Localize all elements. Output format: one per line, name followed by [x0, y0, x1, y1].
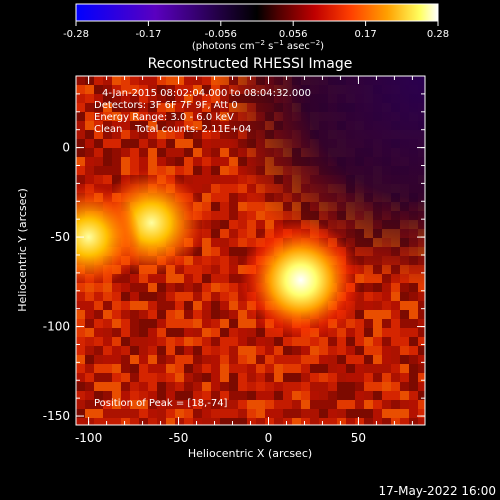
y-tick-label: -100 [43, 320, 70, 334]
timestamp: 17-May-2022 16:00 [379, 484, 496, 498]
time-range-text: 4-Jan-2015 08:02:04.000 to 08:04:32.000 [102, 88, 311, 99]
x-tick-label: 0 [265, 431, 273, 445]
colorbar-tick-label: 0.056 [279, 29, 308, 40]
y-tick-label: 0 [62, 141, 70, 155]
clean-counts-row: Clean Total counts: 2.11E+04 [94, 124, 311, 136]
info-overlay: 4-Jan-2015 08:02:04.000 to 08:04:32.000 … [94, 88, 311, 136]
chart-title: Reconstructed RHESSI Image [148, 56, 353, 72]
clean-text: Clean [94, 124, 123, 135]
x-tick-label: -100 [75, 431, 102, 445]
y-axis-ticks: 0 -50 -100 -150 [43, 93, 425, 423]
colorbar [75, 3, 439, 22]
colorbar-tick-label: -0.056 [205, 29, 237, 40]
counts-text: Total counts: 2.11E+04 [135, 124, 252, 135]
source-blobs [76, 168, 362, 341]
colorbar-tick-label: -0.17 [135, 29, 161, 40]
y-tick-label: -150 [43, 409, 70, 423]
y-axis-label: Heliocentric Y (arcsec) [16, 188, 29, 312]
colorbar-ticks: -0.28 -0.17 -0.056 0.056 0.17 0.28 [63, 21, 449, 40]
source-blob [76, 185, 141, 290]
x-axis-ticks: -100 -50 0 50 [75, 76, 413, 445]
source-blob [240, 219, 362, 341]
y-tick-label: -50 [50, 230, 70, 244]
peak-position-text: Position of Peak = [18,-74] [94, 398, 228, 409]
colorbar-unit-label: (photons cm−2 s−1 asec−2) [192, 39, 324, 52]
colorbar-tick-label: 0.28 [427, 29, 449, 40]
colorbar-tick-label: -0.28 [63, 29, 89, 40]
energy-range-text: Energy Range: 3.0 - 6.0 keV [94, 112, 234, 123]
heatmap-image [76, 76, 425, 425]
colorbar-tick-label: 0.17 [354, 29, 376, 40]
x-tick-label: -50 [169, 431, 189, 445]
x-axis-label: Heliocentric X (arcsec) [188, 447, 312, 460]
x-tick-label: 50 [351, 431, 366, 445]
detectors-text: Detectors: 3F 6F 7F 9F, Att 0 [94, 100, 238, 111]
